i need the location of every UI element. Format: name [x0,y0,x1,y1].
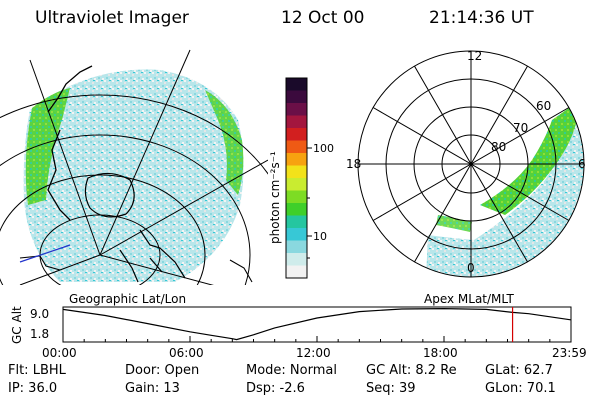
colorbar-swatch [286,228,307,241]
colorbar-swatch [286,215,307,229]
mlt-label-6: 6 [578,157,586,171]
colorbar-swatch [286,265,307,279]
time-text: 21:14:36 UT [429,8,534,28]
mlt-label-18: 18 [346,157,361,171]
colorbar-tick-10: 10 [313,230,327,243]
colorbar-unit-label: photon cm⁻²s⁻¹ [268,151,282,244]
status-gc-alt: GC Alt: 8.2 Re [366,363,457,378]
colorbar-swatch [286,240,307,254]
colorbar-swatch [286,178,307,191]
date-text: 12 Oct 00 [281,8,365,28]
timeline-x-tick-1200: 12:00 [296,346,331,360]
colorbar-swatch [286,90,307,104]
colorbar-tick-100: 100 [313,142,334,155]
timeline-x-tick-2359: 23:59 [552,346,587,360]
mlt-label-0: 0 [467,261,475,275]
status-glat: GLat: 62.7 [485,363,553,378]
timeline-x-tick-0000: 00:00 [42,346,77,360]
timeline-x-tick-1800: 18:00 [423,346,458,360]
colorbar-swatch [286,165,307,179]
colorbar-swatch [286,253,307,266]
colorbar-swatch [286,103,307,116]
timeline-y-title: GC Alt [10,306,24,344]
colorbar-swatch [286,190,307,204]
status-filter: Flt: LBHL [8,363,66,378]
timeline-right-label: Apex MLat/MLT [424,292,514,306]
status-glon: GLon: 70.1 [485,381,556,396]
colorbar-swatch [286,115,307,129]
timeline-y-tick-max: 9.0 [30,307,49,321]
colorbar [285,77,312,279]
mlat-label-60: 60 [536,99,551,113]
status-seq: Seq: 39 [366,381,416,396]
mlt-label-12: 12 [467,49,482,63]
status-dsp: Dsp: -2.6 [246,381,305,396]
mlat-label-80: 80 [491,140,506,154]
timeline-x-tick-0600: 06:00 [169,346,204,360]
altitude-curve [62,307,571,341]
mlat-label-70: 70 [513,121,528,135]
status-door: Door: Open [125,363,200,378]
colorbar-swatch [286,140,307,154]
status-mode: Mode: Normal [246,363,337,378]
colorbar-swatch [286,78,307,91]
colorbar-swatch [286,128,307,141]
status-gain: Gain: 13 [125,381,180,396]
status-ip: IP: 36.0 [8,381,58,396]
geographic-image [0,49,268,285]
timeline-y-tick-min: 1.8 [30,327,49,341]
title-text: Ultraviolet Imager [35,8,189,28]
colorbar-swatch [286,203,307,216]
timeline-left-label: Geographic Lat/Lon [69,292,186,306]
colorbar-swatch [286,153,307,166]
